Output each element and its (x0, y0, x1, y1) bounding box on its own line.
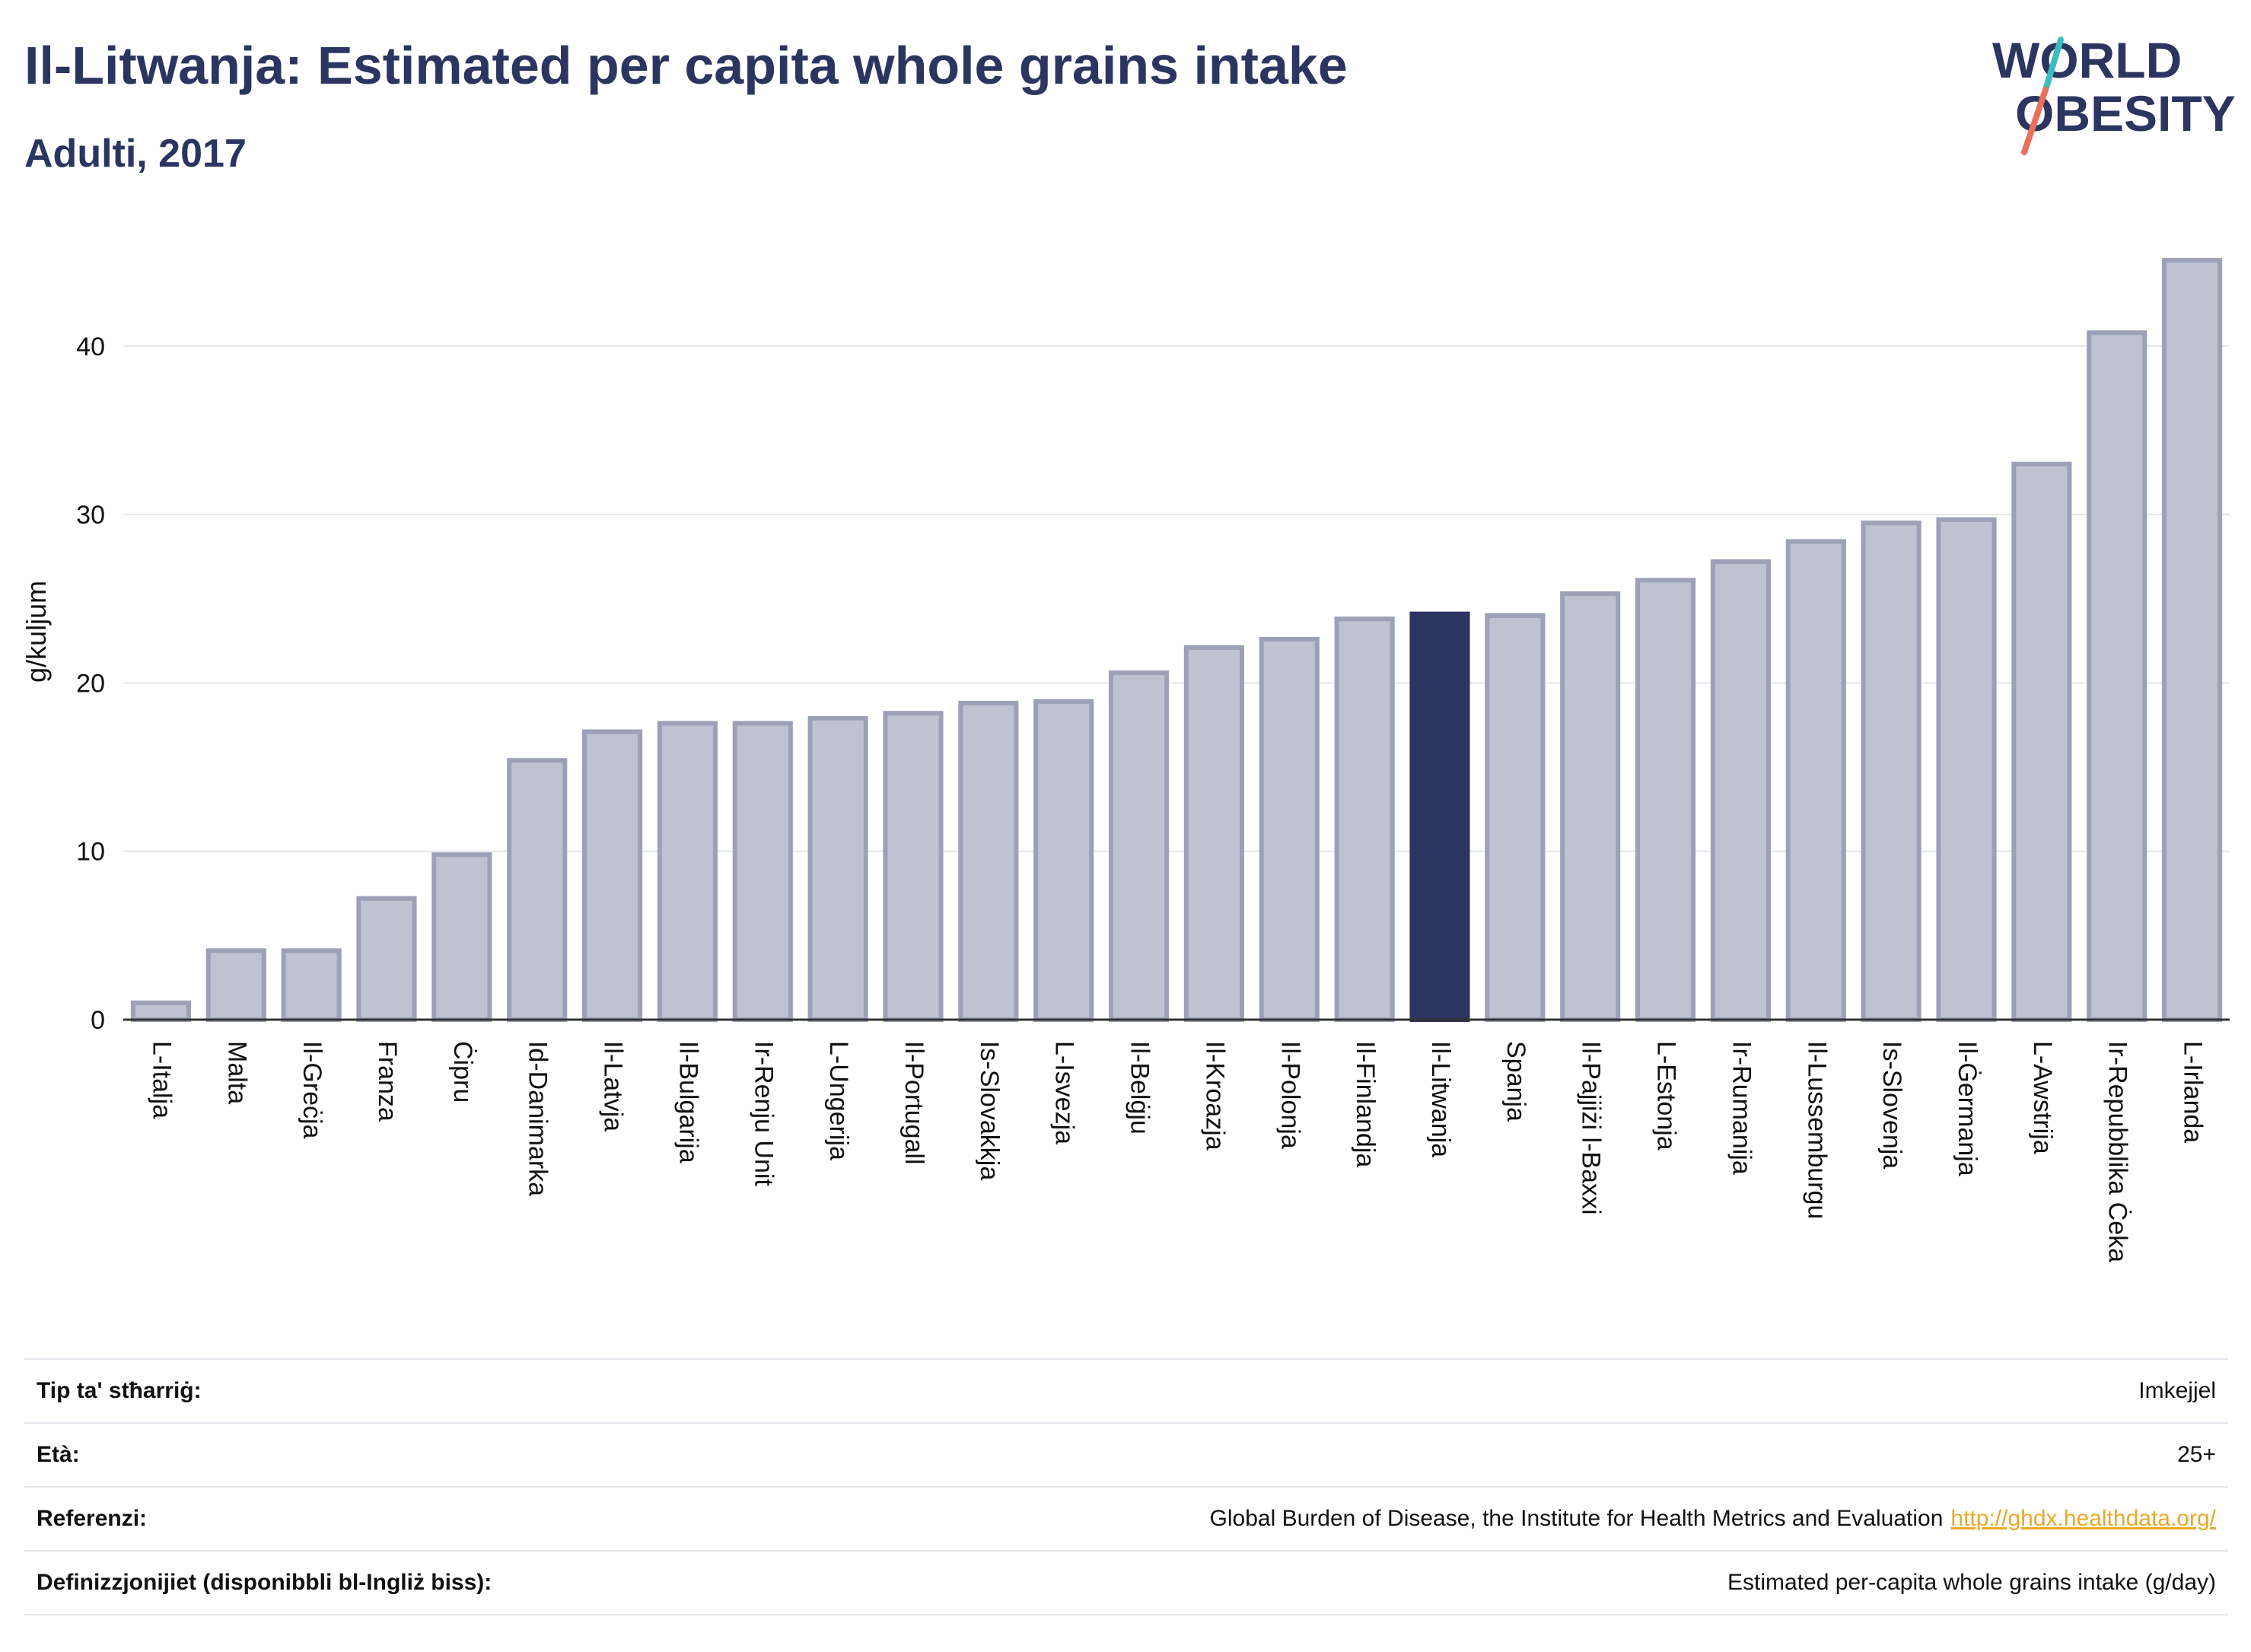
y-tick-label: 40 (76, 333, 105, 361)
info-row-survey-type: Tip ta' stħarriġ: Imkejjel (24, 1360, 2228, 1424)
x-tick-label: Il-Polonja (1275, 1041, 1304, 1149)
bar (1033, 699, 1094, 1022)
bar (356, 896, 417, 1023)
x-tick-label: Il-Ġermanja (1953, 1041, 1982, 1176)
x-tick-label: L-Ungerija (824, 1041, 853, 1160)
logo-slash-coral (2021, 87, 2049, 155)
bar (1334, 616, 1395, 1022)
info-label: Referenzi: (37, 1506, 148, 1531)
bar-chart: 0 10 20 30 40 L-Italja Malta Il-Greċja Franza Ċip… (21, 258, 2230, 1262)
bar (205, 948, 266, 1023)
bar (1861, 520, 1921, 1022)
x-tick-label: L-Italja (147, 1041, 176, 1119)
info-value: Global Burden of Disease, the Institute … (1209, 1506, 1944, 1531)
info-label: Età: (37, 1442, 80, 1467)
info-label: Tip ta' stħarriġ: (37, 1378, 202, 1403)
x-tick-label: Ir-Renju Unit (749, 1041, 778, 1186)
bar (281, 948, 342, 1023)
x-tick-label: Ir-Rumanija (1727, 1041, 1756, 1175)
x-tick-label: L-Awstrija (2028, 1041, 2057, 1154)
x-tick-label: Il-Kroazja (1200, 1041, 1229, 1151)
x-tick-label: Il-Bulgarija (673, 1041, 702, 1163)
x-tick-label: Il-Finlandja (1351, 1041, 1380, 1167)
bar (958, 701, 1019, 1022)
logo-text-line1: WORLD (1992, 32, 2182, 88)
world-obesity-logo[interactable]: WORLD OBESITY (1979, 23, 2237, 160)
bar (130, 1000, 192, 1022)
bar (732, 721, 793, 1022)
x-tick-label: Il-Litwanja (1426, 1041, 1455, 1157)
x-tick-label: Is-Slovakkja (975, 1041, 1004, 1180)
x-tick-label: Ir-Repubblika Ċeka (2103, 1041, 2132, 1262)
bar (1560, 591, 1621, 1022)
info-table: Tip ta' stħarriġ: Imkejjel Età: 25+ Refe… (24, 1358, 2228, 1615)
x-tick-label: Franza (373, 1041, 402, 1122)
x-tick-label: Il-Greċja (298, 1041, 326, 1139)
bar (1108, 670, 1170, 1022)
bar (1785, 539, 1846, 1022)
x-tick-label: Il-Belġju (1126, 1041, 1154, 1135)
x-tick-label: L-Estonja (1652, 1041, 1681, 1151)
info-value: Estimated per-capita whole grains intake… (1727, 1570, 2216, 1595)
logo-slash-teal (2042, 37, 2064, 93)
x-tick-label: Ċipru (448, 1041, 477, 1103)
bar (1936, 517, 1997, 1022)
bars (130, 258, 2223, 1023)
info-value: Imkejjel (2138, 1378, 2216, 1403)
x-tick-label: L-Isvezja (1050, 1041, 1079, 1144)
x-tick-label: Il-Pajjiżi l-Baxxi (1577, 1041, 1606, 1215)
chart-subtitle: Adulti, 2017 (24, 132, 247, 176)
chart-title: Il-Litwanja: Estimated per capita whole … (24, 36, 1348, 95)
y-tick-label: 10 (76, 838, 105, 867)
bar (1183, 645, 1245, 1022)
x-tick-label: Il-Lussemburgu (1802, 1041, 1831, 1219)
info-label: Definizzjonijiet (disponibbli bl-Ingliż … (37, 1570, 492, 1595)
bar (581, 729, 643, 1022)
x-tick-label: Malta (222, 1041, 251, 1104)
bar (2161, 258, 2223, 1022)
info-value: 25+ (2177, 1442, 2216, 1467)
info-row-references: Referenzi: Global Burden of Disease, the… (24, 1488, 2228, 1552)
x-tick-label: Il-Latvja (599, 1041, 628, 1132)
logo-text-line2: OBESITY (2015, 85, 2236, 142)
bar (507, 758, 568, 1023)
bar (657, 721, 718, 1022)
x-tick-label: Id-Danimarka (524, 1041, 552, 1196)
axes: 0 10 20 30 40 L-Italja Malta Il-Greċja Franza Ċip… (76, 333, 2230, 1262)
bar (1485, 613, 1546, 1022)
bar (1635, 578, 1696, 1022)
bar (1409, 611, 1470, 1022)
y-tick-label: 30 (76, 501, 105, 530)
bar (1259, 636, 1320, 1023)
y-tick-label: 0 (91, 1006, 105, 1035)
info-row-definitions: Definizzjonijiet (disponibbli bl-Ingliż … (24, 1552, 2228, 1615)
info-value-container: Global Burden of Disease, the Institute … (1210, 1506, 2216, 1532)
info-row-age: Età: 25+ (24, 1424, 2228, 1488)
bar (1710, 559, 1772, 1022)
bar (431, 852, 492, 1022)
x-tick-label: Il-Portugall (899, 1041, 928, 1165)
bar (883, 711, 944, 1023)
x-tick-label: Spanja (1501, 1041, 1530, 1122)
y-tick-label: 20 (76, 669, 105, 698)
y-axis-label: g/kuljum (21, 581, 52, 683)
x-tick-label: L-Irlanda (2179, 1041, 2208, 1143)
reference-link[interactable]: http://ghdx.healthdata.org/ (1950, 1506, 2216, 1531)
bar (2087, 330, 2148, 1023)
bar (2011, 461, 2072, 1022)
bar (807, 715, 868, 1023)
x-tick-label: Is-Slovenja (1877, 1041, 1906, 1169)
